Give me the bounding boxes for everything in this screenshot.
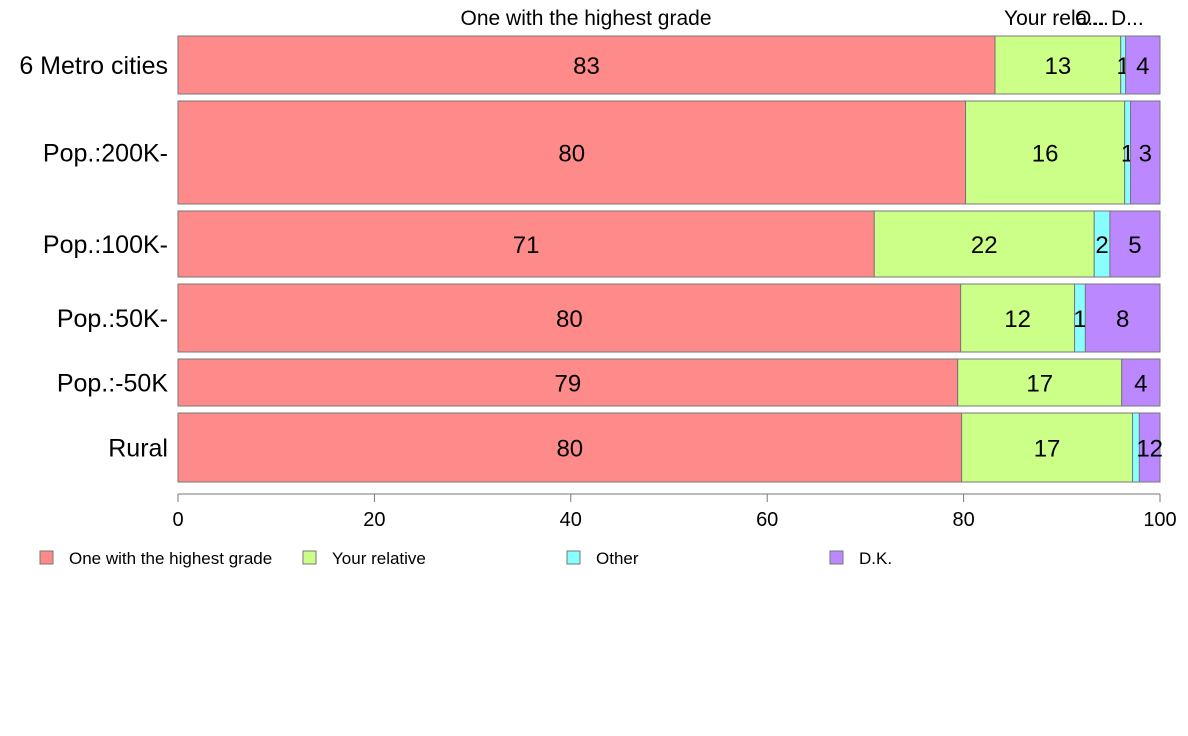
bar-segment <box>873 210 1095 278</box>
data-label: 3 <box>1139 141 1152 168</box>
bar-segment <box>1121 358 1161 407</box>
x-tick-label: 0 <box>172 509 183 531</box>
legend: One with the highest grade Your relative O… <box>39 549 892 568</box>
category-labels: 6 Metro cities Pop.:200K- Pop.:100K- Pop.:5… <box>19 52 168 463</box>
data-label: 12 <box>1136 436 1163 463</box>
legend-label: D.K. <box>859 549 892 568</box>
data-label: 1 <box>1073 306 1086 333</box>
data-label: 79 <box>555 371 582 398</box>
legend-label: One with the highest grade <box>69 549 272 568</box>
category-label: Pop.:-50K <box>57 370 169 398</box>
data-label: 80 <box>556 306 583 333</box>
x-tick-label: 100 <box>1143 509 1176 531</box>
data-label: 17 <box>1026 371 1053 398</box>
legend-label: Other <box>596 549 639 568</box>
data-label: 22 <box>971 232 998 259</box>
category-label: Rural <box>108 435 168 463</box>
top-series-label: One with the highest grade <box>461 7 712 30</box>
data-label: 80 <box>556 436 583 463</box>
data-label: 16 <box>1032 141 1059 168</box>
data-label: 4 <box>1134 371 1147 398</box>
legend-swatch <box>39 550 54 565</box>
data-label: 5 <box>1128 232 1141 259</box>
legend-swatch <box>566 550 581 565</box>
bar-segment <box>960 283 1076 353</box>
data-label: 12 <box>1004 306 1031 333</box>
x-tick-label: 60 <box>756 509 778 531</box>
x-axis: 0 20 40 60 80 100 <box>172 493 1177 531</box>
bar-segment <box>177 412 963 483</box>
data-label: 8 <box>1116 306 1129 333</box>
top-series-label: D... <box>1111 7 1144 30</box>
category-label: Pop.:100K- <box>43 231 168 259</box>
category-label: Pop.:50K- <box>57 305 168 333</box>
bar-segment <box>1130 100 1161 205</box>
bar-segment <box>961 412 1134 483</box>
data-label: 17 <box>1034 436 1061 463</box>
data-label: 83 <box>573 53 600 80</box>
bar-segment <box>957 358 1123 407</box>
category-label: Pop.:200K- <box>43 140 168 168</box>
x-tick-label: 20 <box>363 509 385 531</box>
legend-swatch <box>829 550 844 565</box>
data-label: 71 <box>513 232 540 259</box>
top-series-label: O... <box>1075 7 1109 30</box>
data-label: 4 <box>1136 53 1149 80</box>
legend-label: Your relative <box>332 549 426 568</box>
x-tick-label: 80 <box>952 509 974 531</box>
bar-segment <box>1125 35 1161 95</box>
bar-segment <box>1084 283 1161 353</box>
bar-segment <box>177 283 962 353</box>
bars: 83 13 1 480 16 1 371 22 2 580 12 1 879 17 480 17 12 <box>177 35 1163 483</box>
x-tick-label: 40 <box>560 509 582 531</box>
bar-segment <box>1138 412 1161 483</box>
bar-segment <box>177 358 959 407</box>
legend-swatch <box>302 550 317 565</box>
bar-segment <box>177 100 967 205</box>
bar-segment <box>1109 210 1161 278</box>
bar-segment <box>965 100 1126 205</box>
data-label: 80 <box>558 141 585 168</box>
data-label: 13 <box>1045 53 1072 80</box>
data-label: 2 <box>1095 232 1108 259</box>
bar-segment <box>994 35 1122 95</box>
top-series-label: Your rela... <box>1004 7 1105 30</box>
category-label: 6 Metro cities <box>19 52 168 80</box>
top-series-labels: One with the highest grade Your rela...O.… <box>461 7 1144 30</box>
